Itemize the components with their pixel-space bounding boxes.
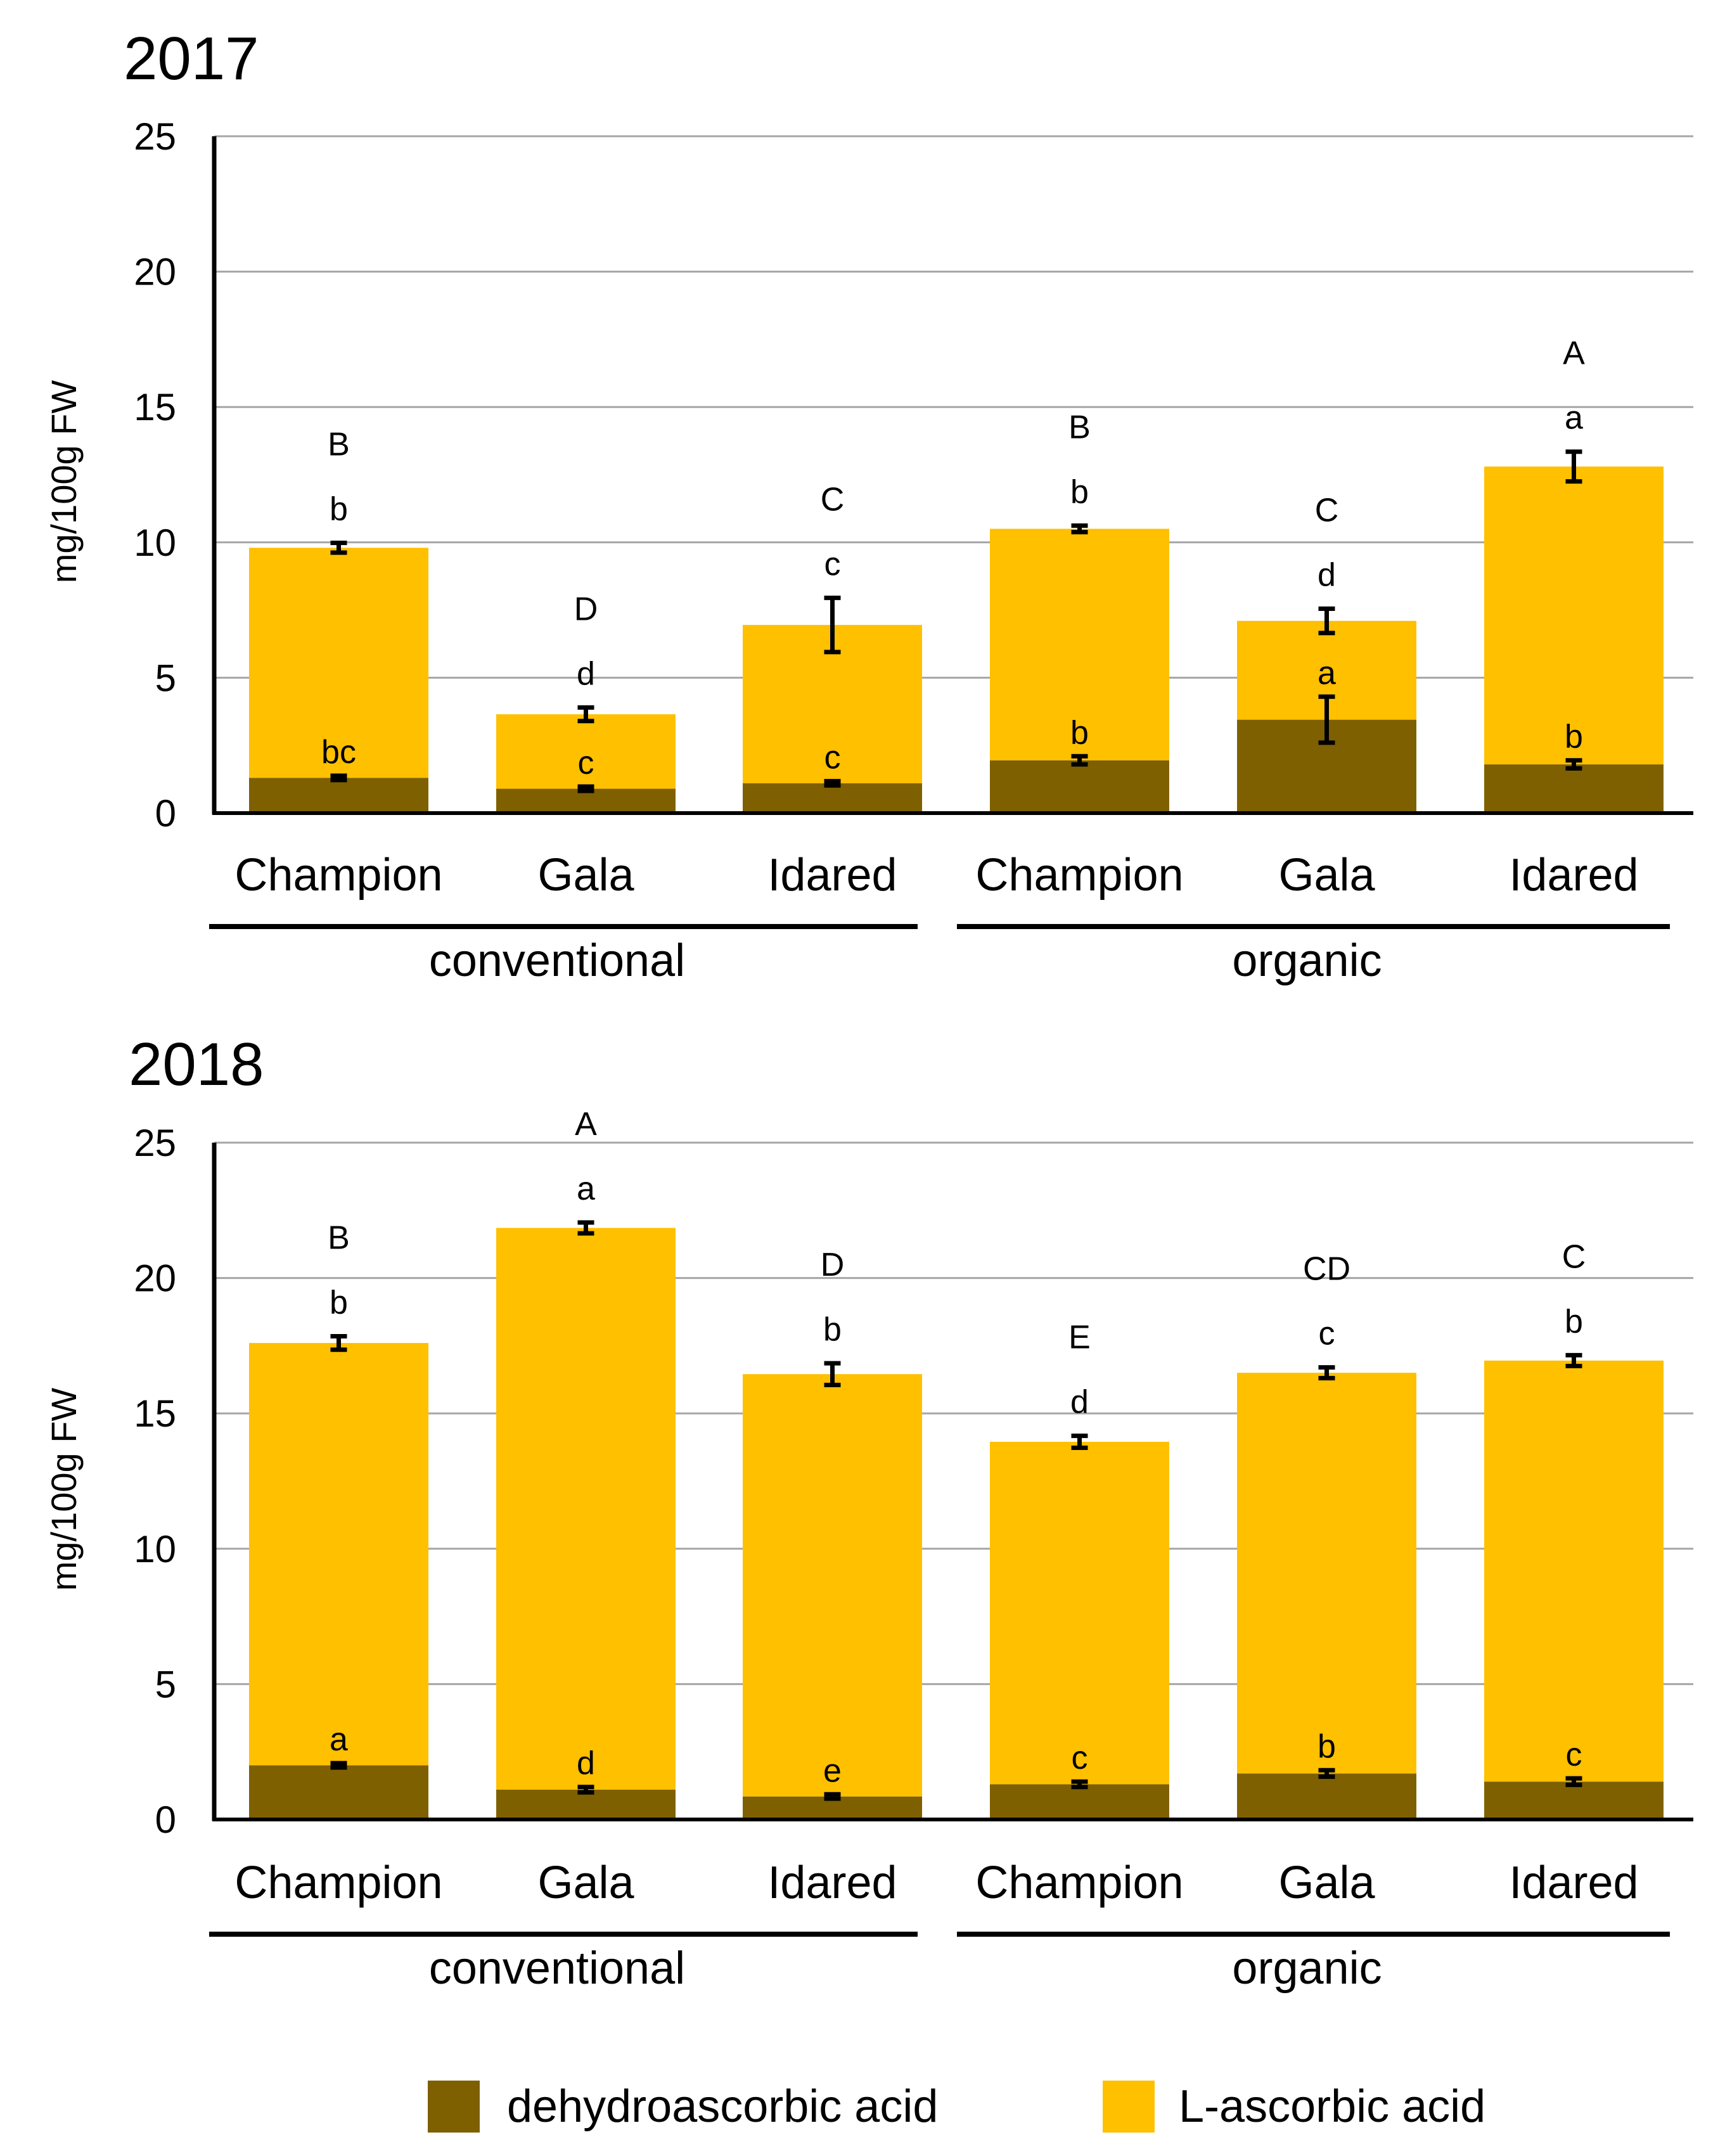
significance-letter-total: A: [1563, 335, 1585, 372]
x-category-label: Champion: [975, 1858, 1183, 1908]
significance-letter-ascorbic: b: [1070, 473, 1089, 510]
y-tick-label: 5: [155, 1663, 176, 1705]
x-category-label: Gala: [1278, 1858, 1375, 1908]
bar-l-ascorbic-acid: [249, 548, 428, 778]
panel-2018: 2018 mg/100g FW 0510152025abBChampiondaA…: [44, 1030, 1693, 1994]
significance-letter-ascorbic: c: [824, 546, 841, 582]
significance-letter-dehydroascorbic: a: [1318, 655, 1336, 691]
bar-dehydroascorbic-acid: [1237, 1773, 1416, 1819]
bar-l-ascorbic-acid: [990, 1442, 1169, 1785]
group-label: conventional: [429, 1943, 685, 1994]
x-category-label: Champion: [975, 850, 1183, 901]
significance-letter-ascorbic: c: [1319, 1316, 1335, 1352]
panel-2017: 2017 mg/100g FW 0510152025bcbBChampioncd…: [44, 25, 1693, 986]
x-category-label: Gala: [537, 1858, 634, 1908]
significance-letter-ascorbic: a: [1565, 400, 1583, 437]
y-axis-title: mg/100g FW: [44, 1388, 84, 1591]
significance-letter-total: C: [1315, 492, 1339, 529]
significance-letter-dehydroascorbic: bc: [321, 734, 356, 771]
x-category-label: Idared: [767, 1858, 897, 1908]
y-tick-label: 10: [134, 1528, 176, 1570]
bar-l-ascorbic-acid: [496, 1228, 676, 1790]
significance-letter-ascorbic: b: [823, 1311, 842, 1348]
x-category-label: Gala: [537, 850, 634, 901]
y-tick-label: 20: [134, 1257, 176, 1300]
significance-letter-ascorbic: b: [330, 491, 348, 528]
y-tick-label: 0: [155, 792, 176, 835]
x-category-label: Champion: [234, 1858, 442, 1908]
group-label: conventional: [429, 935, 685, 986]
panel-title: 2017: [124, 25, 259, 93]
significance-letter-total: B: [1068, 409, 1091, 446]
y-tick-label: 25: [134, 115, 176, 158]
significance-letter-ascorbic: d: [577, 655, 595, 692]
bar-dehydroascorbic-acid: [1484, 1781, 1664, 1819]
significance-letter-ascorbic: a: [577, 1171, 595, 1207]
significance-letter-dehydroascorbic: e: [823, 1752, 842, 1789]
significance-letter-ascorbic: b: [1565, 1303, 1583, 1340]
significance-letter-ascorbic: b: [330, 1284, 348, 1321]
bar-l-ascorbic-acid: [249, 1343, 428, 1766]
y-axis-title: mg/100g FW: [44, 380, 84, 584]
significance-letter-total: B: [328, 1219, 350, 1256]
significance-letter-dehydroascorbic: b: [1318, 1728, 1336, 1765]
significance-letter-dehydroascorbic: a: [330, 1721, 348, 1758]
significance-letter-dehydroascorbic: c: [578, 745, 594, 781]
bar-dehydroascorbic-acid: [249, 778, 428, 813]
significance-letter-total: E: [1068, 1319, 1091, 1356]
bar-dehydroascorbic-acid: [990, 1784, 1169, 1819]
y-tick-label: 20: [134, 251, 176, 293]
bar-l-ascorbic-acid: [496, 714, 676, 789]
significance-letter-ascorbic: d: [1070, 1384, 1089, 1421]
legend-swatch-l-ascorbic-acid: [1103, 2081, 1155, 2133]
x-category-label: Idared: [1509, 850, 1638, 901]
bar-dehydroascorbic-acid: [496, 1790, 676, 1819]
legend-label-l-ascorbic-acid: L-ascorbic acid: [1179, 2081, 1485, 2132]
y-tick-label: 15: [134, 386, 176, 428]
y-tick-label: 15: [134, 1392, 176, 1435]
legend-label-dehydroascorbic-acid: dehydroascorbic acid: [507, 2081, 938, 2132]
bar-l-ascorbic-acid: [1484, 1360, 1664, 1782]
bar-dehydroascorbic-acid: [1484, 764, 1664, 813]
significance-letter-total: A: [575, 1106, 597, 1143]
bar-l-ascorbic-acid: [1237, 1373, 1416, 1774]
bar-dehydroascorbic-acid: [743, 783, 922, 813]
y-tick-label: 5: [155, 657, 176, 699]
bar-dehydroascorbic-acid: [249, 1765, 428, 1819]
legend: dehydroascorbic acid L-ascorbic acid: [428, 2081, 1485, 2133]
x-category-label: Champion: [234, 850, 442, 901]
significance-letter-dehydroascorbic: b: [1070, 714, 1089, 751]
significance-letter-total: D: [821, 1247, 845, 1283]
y-tick-label: 10: [134, 522, 176, 564]
bar-l-ascorbic-acid: [743, 1374, 922, 1797]
significance-letter-dehydroascorbic: b: [1565, 719, 1583, 755]
legend-swatch-dehydroascorbic-acid: [428, 2081, 480, 2133]
bar-l-ascorbic-acid: [1484, 466, 1664, 765]
x-category-label: Gala: [1278, 850, 1375, 901]
panel-title: 2018: [129, 1030, 264, 1098]
significance-letter-total: C: [821, 481, 845, 518]
significance-letter-total: C: [1562, 1238, 1586, 1275]
significance-letter-ascorbic: d: [1318, 556, 1336, 593]
x-category-label: Idared: [767, 850, 897, 901]
bar-l-ascorbic-acid: [990, 529, 1169, 760]
significance-letter-total: B: [328, 427, 350, 463]
significance-letter-total: D: [574, 591, 598, 627]
significance-letter-dehydroascorbic: c: [1072, 1740, 1088, 1776]
bar-dehydroascorbic-acid: [990, 760, 1169, 813]
significance-letter-dehydroascorbic: c: [1566, 1736, 1582, 1773]
y-tick-label: 0: [155, 1799, 176, 1841]
x-category-label: Idared: [1509, 1858, 1638, 1908]
group-label: organic: [1232, 935, 1382, 986]
y-tick-label: 25: [134, 1122, 176, 1164]
significance-letter-dehydroascorbic: c: [824, 740, 841, 776]
significance-letter-dehydroascorbic: d: [577, 1745, 595, 1782]
significance-letter-total: CD: [1303, 1251, 1350, 1288]
group-label: organic: [1232, 1943, 1382, 1994]
